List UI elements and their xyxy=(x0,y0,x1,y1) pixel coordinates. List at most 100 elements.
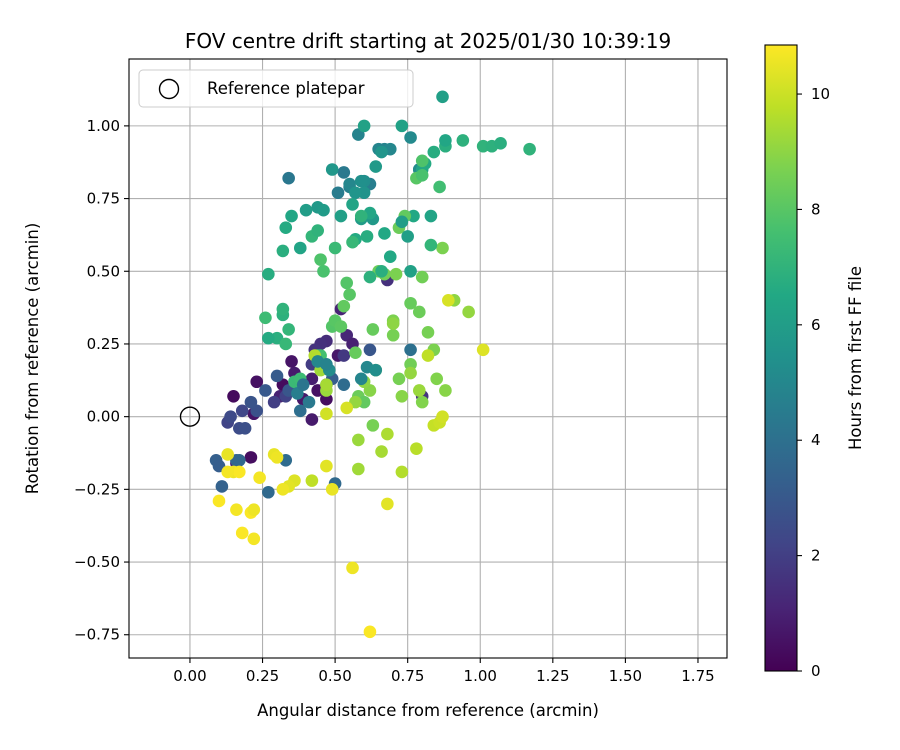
data-point xyxy=(224,410,237,423)
data-point xyxy=(354,372,368,386)
data-point xyxy=(250,375,264,389)
data-point xyxy=(401,230,414,243)
data-point xyxy=(212,494,226,508)
data-point xyxy=(415,395,429,409)
data-point xyxy=(354,174,368,188)
y-tick-label: −0.25 xyxy=(74,480,120,498)
legend: Reference platepar xyxy=(138,69,414,108)
data-point xyxy=(427,145,441,159)
data-point xyxy=(404,343,417,357)
data-point xyxy=(334,320,348,333)
data-point xyxy=(404,131,417,144)
data-point xyxy=(282,171,295,185)
data-point xyxy=(314,253,327,266)
data-point xyxy=(378,227,391,240)
data-point xyxy=(363,270,377,284)
colorbar-tick-label: 2 xyxy=(811,547,821,565)
data-point xyxy=(320,407,333,421)
legend-marker xyxy=(158,78,180,100)
colorbar: 0 2 4 6 8 10 xyxy=(764,44,830,680)
data-point xyxy=(244,451,258,464)
y-axis-label: Rotation from reference (arcmin) xyxy=(23,223,42,495)
data-point xyxy=(421,349,435,362)
data-point xyxy=(349,346,362,359)
y-tick-label: −0.75 xyxy=(74,626,120,644)
data-point xyxy=(421,326,435,339)
x-tick-label: 0.25 xyxy=(246,667,279,685)
data-point xyxy=(262,485,275,499)
data-point xyxy=(282,323,295,336)
data-point xyxy=(337,166,351,179)
data-point xyxy=(369,363,383,377)
data-point xyxy=(352,462,365,476)
data-point xyxy=(346,235,359,249)
data-point xyxy=(320,459,333,473)
data-point xyxy=(386,317,400,330)
data-point xyxy=(233,465,246,479)
data-point xyxy=(357,186,371,200)
x-tick-label: 0.50 xyxy=(318,667,351,685)
x-tick-label: 0.00 xyxy=(173,667,206,685)
x-tick-label: 1.50 xyxy=(609,667,642,685)
data-point xyxy=(395,465,409,479)
data-point xyxy=(375,264,388,278)
data-point xyxy=(523,142,536,156)
data-point xyxy=(267,395,281,409)
y-tick-label: 0.25 xyxy=(87,335,120,353)
colorbar-label: Hours from first FF file xyxy=(846,266,865,450)
data-point xyxy=(404,264,417,278)
data-point xyxy=(404,366,417,380)
data-point xyxy=(439,134,452,147)
data-point xyxy=(235,404,249,418)
data-point xyxy=(328,241,342,255)
data-point xyxy=(415,169,429,182)
colorbar-tick-label: 6 xyxy=(811,316,821,334)
data-point xyxy=(247,532,261,546)
data-point xyxy=(320,358,333,371)
colorbar-tick-label: 8 xyxy=(811,200,821,218)
data-point xyxy=(424,209,438,223)
data-point xyxy=(337,378,351,391)
colorbar-tick-label: 0 xyxy=(811,662,821,680)
data-point xyxy=(238,421,252,435)
data-point xyxy=(317,264,330,278)
data-point xyxy=(305,474,319,487)
data-point xyxy=(317,203,330,217)
grid xyxy=(129,59,727,658)
data-point xyxy=(349,186,362,200)
data-point xyxy=(270,369,284,383)
data-point xyxy=(395,215,409,229)
data-point xyxy=(340,401,354,415)
data-point xyxy=(436,410,449,423)
data-point xyxy=(253,471,266,485)
chart-title: FOV centre drift starting at 2025/01/30 … xyxy=(185,29,671,53)
data-point xyxy=(462,305,475,319)
data-point xyxy=(357,119,371,133)
data-point xyxy=(412,384,426,397)
data-point xyxy=(436,241,449,255)
data-point xyxy=(340,276,354,290)
data-point xyxy=(360,230,374,243)
data-point xyxy=(279,337,293,351)
data-point xyxy=(346,561,359,575)
data-point xyxy=(302,395,316,409)
y-tick-label: −0.50 xyxy=(74,553,120,571)
data-point xyxy=(476,139,490,153)
data-point xyxy=(221,465,234,479)
data-point xyxy=(343,288,356,301)
data-point xyxy=(247,503,261,517)
data-point xyxy=(395,119,409,133)
data-point xyxy=(276,244,290,258)
data-point xyxy=(381,497,394,511)
data-point xyxy=(404,358,417,371)
data-point xyxy=(276,483,290,496)
data-point xyxy=(311,224,324,237)
x-tick-label: 1.75 xyxy=(681,667,714,685)
data-point xyxy=(363,625,377,639)
data-point xyxy=(363,343,377,357)
data-point xyxy=(337,349,351,362)
data-point xyxy=(299,203,313,217)
data-points xyxy=(179,90,536,639)
